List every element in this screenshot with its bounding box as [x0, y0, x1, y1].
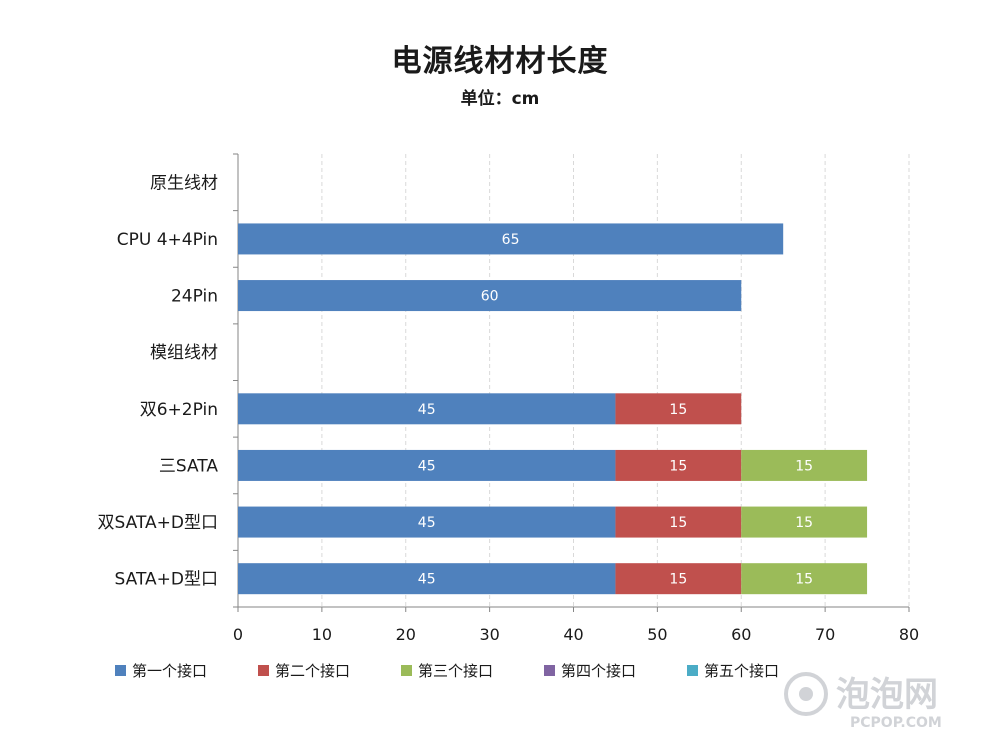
data-label: 15 — [669, 515, 687, 531]
bar-segment — [238, 223, 784, 255]
bar-segment — [741, 563, 868, 595]
category-label: CPU 4+4Pin — [117, 230, 218, 250]
chart-subtitle: 单位：cm — [460, 89, 540, 109]
data-label: 60 — [481, 289, 499, 305]
axes — [233, 153, 910, 612]
legend-label: 第三个接口 — [418, 662, 493, 680]
legend-label: 第二个接口 — [275, 662, 350, 680]
bar-segment — [238, 506, 616, 538]
legend-swatch — [401, 665, 412, 676]
category-label: 三SATA — [159, 456, 218, 476]
x-tick-label: 20 — [396, 625, 416, 644]
x-tick-label: 80 — [899, 625, 919, 644]
data-label: 45 — [418, 572, 436, 588]
legend-label: 第一个接口 — [132, 662, 207, 680]
data-label: 15 — [795, 572, 813, 588]
bar-segment — [238, 280, 742, 312]
category-label: SATA+D型口 — [115, 570, 218, 590]
legend-swatch — [258, 665, 269, 676]
legend: 第一个接口 第二个接口 第三个接口 第四个接口 第五个接口 — [115, 662, 779, 680]
legend-label: 第五个接口 — [704, 662, 779, 680]
data-label: 15 — [669, 572, 687, 588]
bar-segment — [615, 449, 742, 481]
legend-swatch — [687, 665, 698, 676]
bar-segment — [615, 506, 742, 538]
chart-title: 电源线材材长度 — [391, 44, 609, 79]
watermark-sub: PCPOP.COM — [850, 715, 942, 731]
data-label: 15 — [669, 402, 687, 418]
bars — [238, 223, 868, 595]
legend-swatch — [544, 665, 555, 676]
bar-segment — [615, 563, 742, 595]
watermark-main: 泡泡网 — [836, 675, 938, 715]
legend-label: 第四个接口 — [561, 662, 636, 680]
data-label: 65 — [502, 232, 520, 248]
category-label: 模组线材 — [150, 343, 218, 363]
bar-segment — [615, 393, 742, 425]
bar-segment — [238, 393, 616, 425]
x-tick-label: 50 — [647, 625, 667, 644]
category-label: 双SATA+D型口 — [98, 513, 218, 533]
gridlines — [321, 154, 910, 607]
bar-segment — [238, 449, 616, 481]
x-tick-label: 70 — [815, 625, 835, 644]
labels: 0 10 20 30 40 50 60 70 80 原生线材 CPU 4+4Pin 24Pin 模组线材… — [98, 173, 920, 644]
category-label: 原生线材 — [150, 173, 218, 193]
x-tick-label: 60 — [731, 625, 751, 644]
x-tick-label: 30 — [479, 625, 499, 644]
x-tick-label: 0 — [233, 625, 243, 644]
bar-segment — [741, 506, 868, 538]
legend-swatch — [115, 665, 126, 676]
bar-segment — [238, 563, 616, 595]
bar-segment — [741, 449, 868, 481]
category-label: 24Pin — [171, 287, 218, 307]
x-tick-label: 10 — [312, 625, 332, 644]
data-label: 15 — [795, 458, 813, 474]
watermark-logo-dot — [799, 687, 813, 701]
data-label: 45 — [418, 402, 436, 418]
watermark: 泡泡网 PCPOP.COM — [784, 672, 942, 731]
x-tick-label: 40 — [563, 625, 583, 644]
watermark-logo-icon — [784, 672, 828, 716]
data-label: 45 — [418, 458, 436, 474]
data-label: 15 — [795, 515, 813, 531]
category-label: 双6+2Pin — [140, 400, 218, 420]
data-label: 45 — [418, 515, 436, 531]
data-label: 15 — [669, 458, 687, 474]
